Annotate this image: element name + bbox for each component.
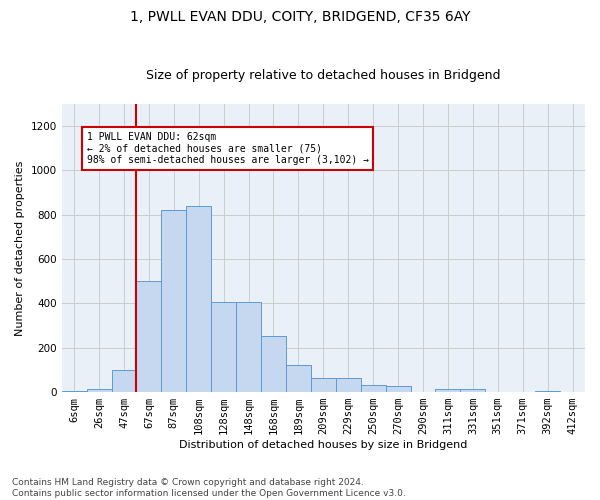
Y-axis label: Number of detached properties: Number of detached properties bbox=[15, 160, 25, 336]
Bar bbox=[86, 390, 112, 392]
Bar bbox=[136, 282, 161, 392]
Bar bbox=[211, 302, 236, 392]
Bar bbox=[62, 391, 86, 392]
Text: 1 PWLL EVAN DDU: 62sqm
← 2% of detached houses are smaller (75)
98% of semi-deta: 1 PWLL EVAN DDU: 62sqm ← 2% of detached … bbox=[86, 132, 368, 165]
Bar bbox=[386, 386, 410, 392]
X-axis label: Distribution of detached houses by size in Bridgend: Distribution of detached houses by size … bbox=[179, 440, 467, 450]
Bar bbox=[112, 370, 136, 392]
Bar bbox=[236, 302, 261, 392]
Title: Size of property relative to detached houses in Bridgend: Size of property relative to detached ho… bbox=[146, 69, 500, 82]
Bar bbox=[261, 336, 286, 392]
Bar bbox=[311, 378, 336, 392]
Text: 1, PWLL EVAN DDU, COITY, BRIDGEND, CF35 6AY: 1, PWLL EVAN DDU, COITY, BRIDGEND, CF35 … bbox=[130, 10, 470, 24]
Bar bbox=[161, 210, 186, 392]
Bar bbox=[286, 366, 311, 392]
Bar bbox=[336, 378, 361, 392]
Text: Contains HM Land Registry data © Crown copyright and database right 2024.
Contai: Contains HM Land Registry data © Crown c… bbox=[12, 478, 406, 498]
Bar bbox=[361, 386, 386, 392]
Bar bbox=[436, 389, 460, 392]
Bar bbox=[186, 206, 211, 392]
Bar bbox=[460, 390, 485, 392]
